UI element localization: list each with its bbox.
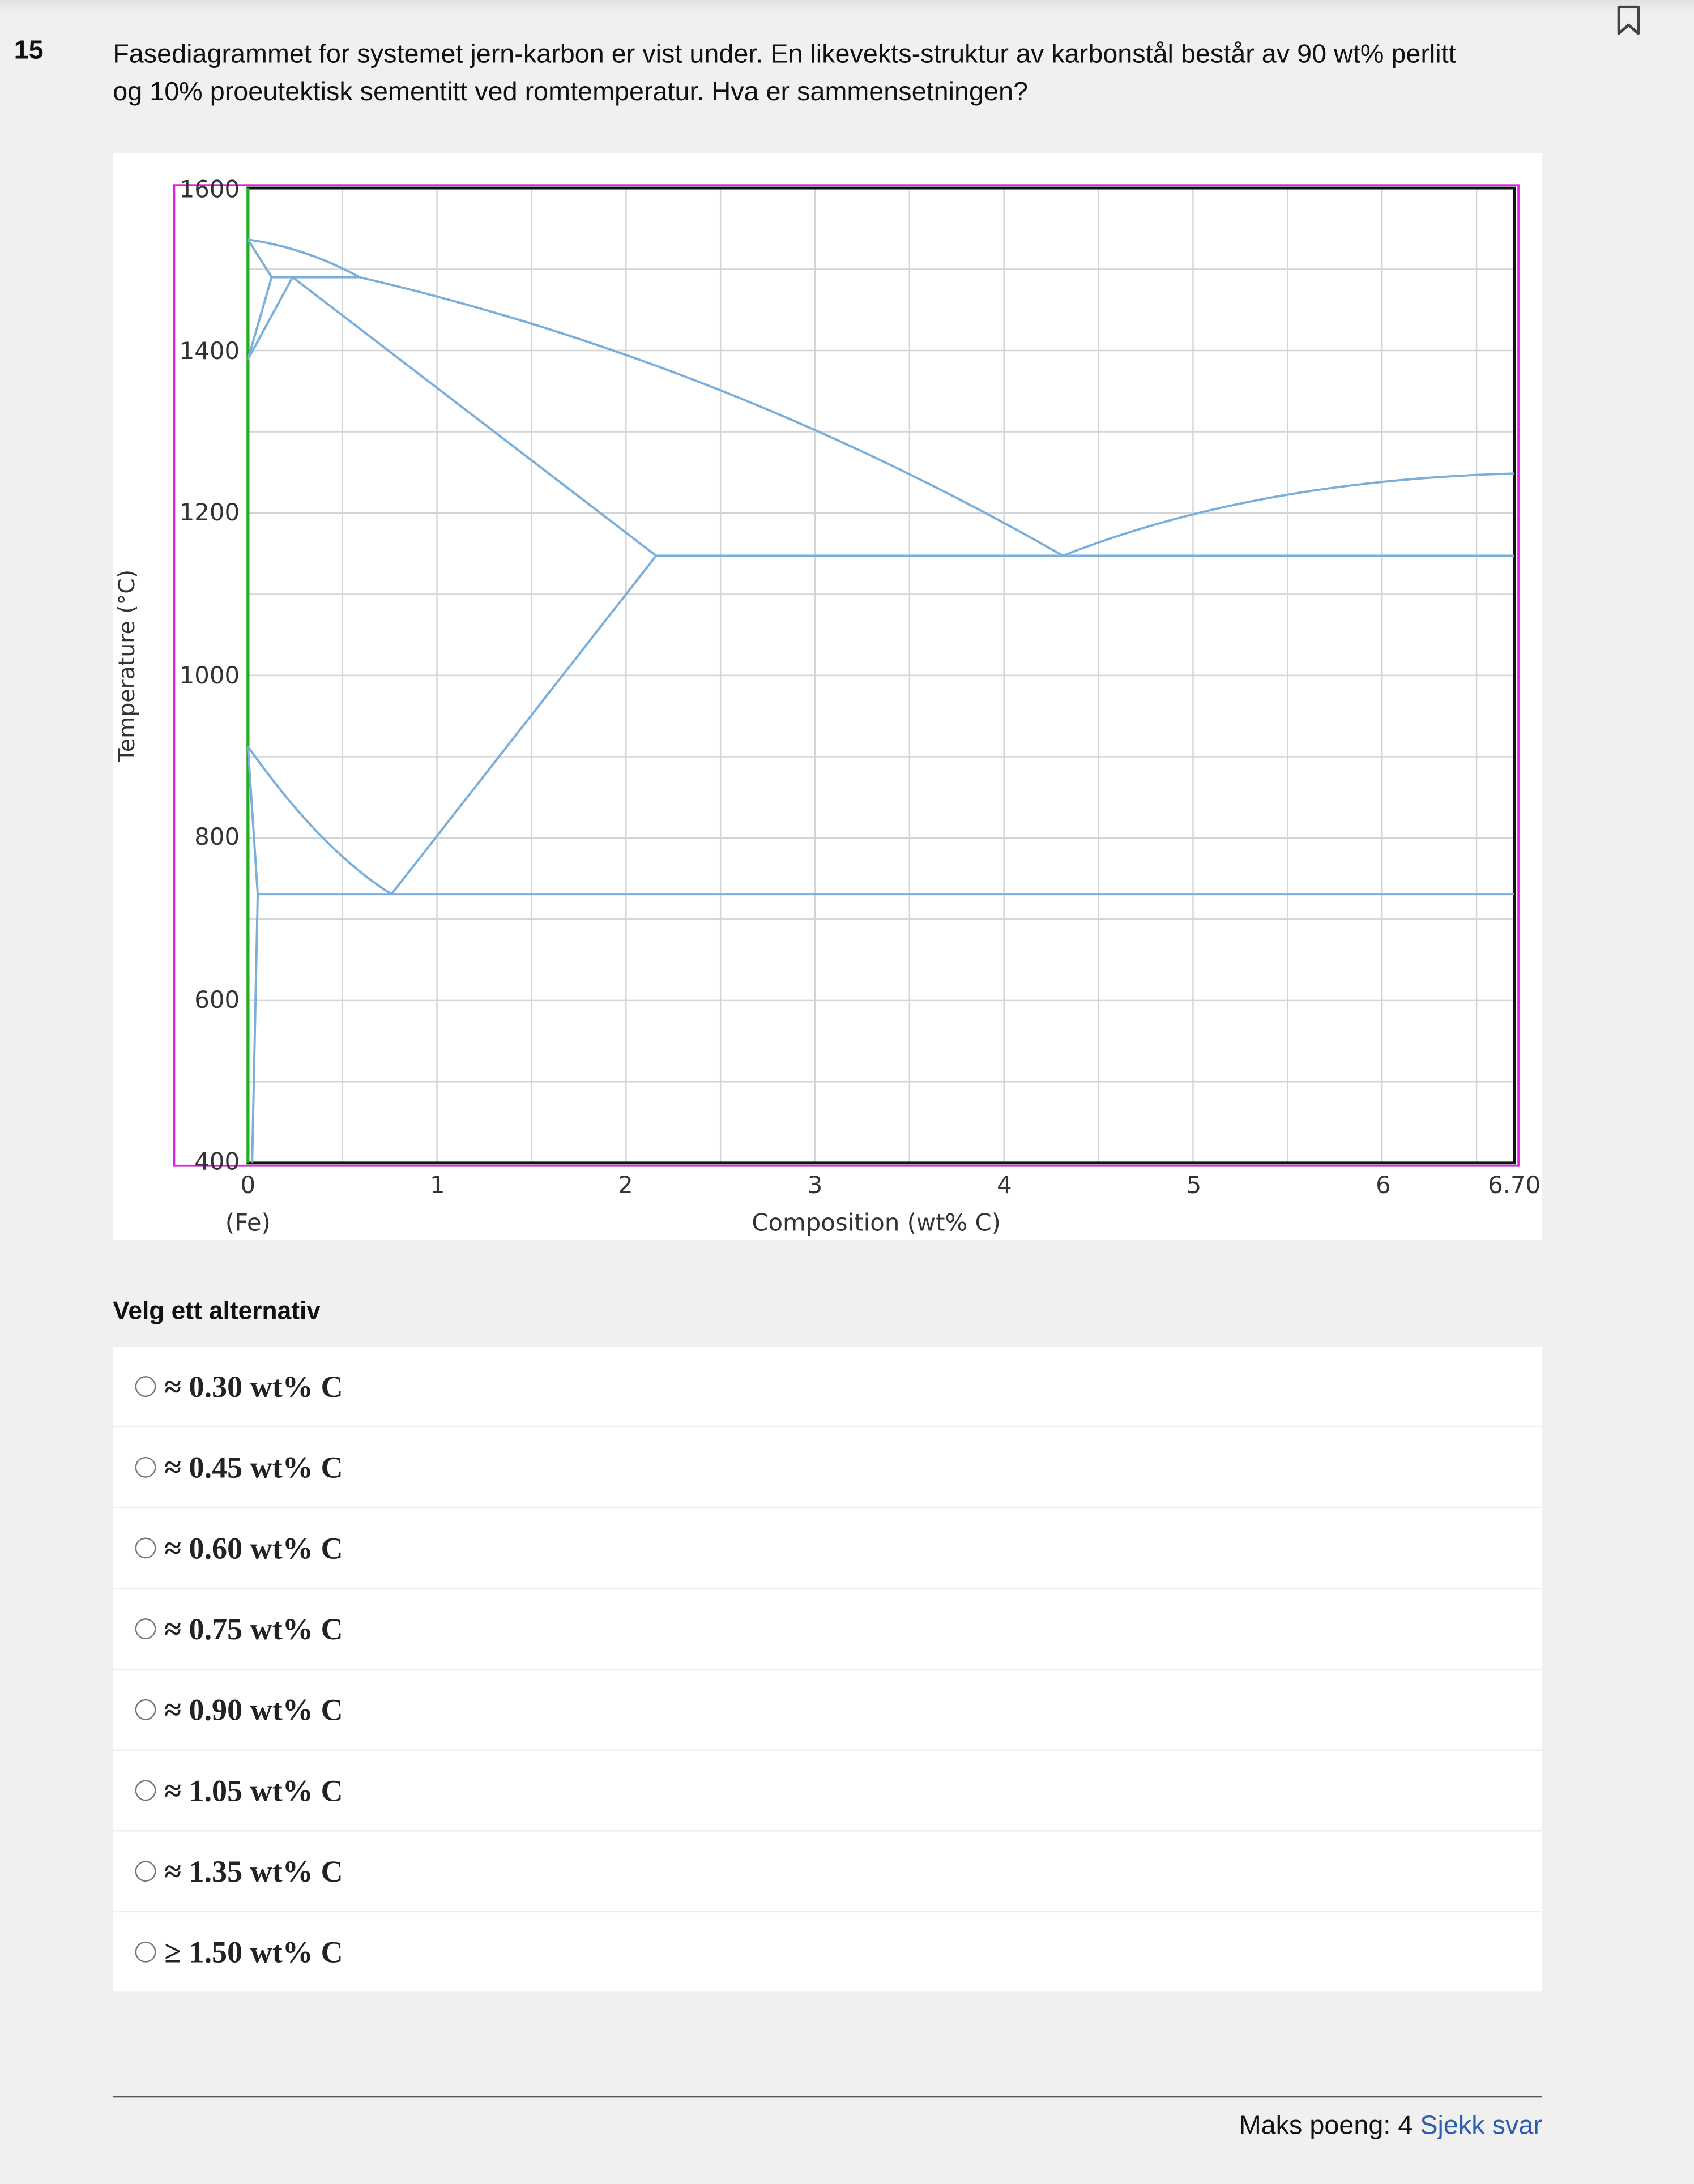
question-text: Fasediagrammet for systemet jern-karbon … (113, 40, 1456, 108)
y-tick-label: 600 (194, 986, 240, 1014)
option[interactable]: ≈ 0.30 wt% C (113, 1347, 1542, 1428)
option-label: ≈ 0.45 wt% C (164, 1449, 343, 1484)
phase-line (247, 746, 392, 895)
phase-line (246, 239, 273, 360)
radio-button[interactable] (135, 1780, 156, 1801)
x-tick-label: 3 (808, 1171, 823, 1199)
radio-button[interactable] (135, 1861, 156, 1882)
phase-line (292, 276, 657, 557)
selection-border (173, 184, 1520, 1167)
radio-button[interactable] (135, 1376, 156, 1397)
phase-line (247, 276, 294, 360)
figure: Temperature (°C) Composition (wt% C) (Fe… (113, 153, 1542, 1240)
radio-button[interactable] (135, 1699, 156, 1720)
radio-button[interactable] (135, 1618, 156, 1640)
option-label: ≈ 1.35 wt% C (164, 1853, 343, 1888)
x-tick-label: 0 (241, 1171, 256, 1199)
option[interactable]: ≈ 0.90 wt% C (113, 1670, 1542, 1751)
y-tick-label: 1600 (180, 175, 240, 203)
option-label: ≥ 1.50 wt% C (164, 1934, 343, 1969)
phase-line (359, 276, 1064, 557)
options-list: ≈ 0.30 wt% C ≈ 0.45 wt% C ≈ 0.60 wt% C ≈ 0.… (113, 1347, 1542, 1993)
x-origin-label: (Fe) (225, 1209, 271, 1237)
max-points: Maks poeng: 4 (1239, 2111, 1413, 2141)
phase-line (246, 746, 259, 1163)
divider (113, 2096, 1542, 2098)
phase-line (1063, 472, 1514, 557)
question-number: 15 (14, 36, 44, 66)
check-answer-link[interactable]: Sjekk svar (1420, 2111, 1542, 2141)
radio-button[interactable] (135, 1456, 156, 1478)
y-tick-label: 1400 (180, 337, 240, 365)
radio-button[interactable] (135, 1941, 156, 1963)
x-axis-label: Composition (wt% C) (752, 1209, 1001, 1237)
top-bar (0, 0, 1694, 14)
option-label: ≈ 0.90 wt% C (164, 1691, 343, 1726)
option[interactable]: ≈ 0.60 wt% C (113, 1508, 1542, 1589)
grid (247, 187, 1514, 1164)
y-tick-label: 400 (194, 1147, 240, 1175)
option[interactable]: ≥ 1.50 wt% C (113, 1912, 1542, 1993)
phase-lines (246, 238, 1514, 1163)
option-label: ≈ 0.75 wt% C (164, 1610, 343, 1646)
y-tick-label: 1000 (180, 661, 240, 689)
phase-diagram: Temperature (°C) Composition (wt% C) (Fe… (114, 175, 1541, 1236)
x-tick-label: 6.70 (1488, 1171, 1541, 1199)
x-tick-label: 6 (1376, 1171, 1391, 1199)
x-tick-label: 4 (997, 1171, 1012, 1199)
bookmark-button[interactable] (1613, 4, 1644, 37)
axis-labels: Temperature (°C) Composition (wt% C) (Fe… (114, 175, 1541, 1236)
y-tick-label: 1200 (180, 498, 240, 526)
footer: Maks poeng: 4 Sjekk svar (1239, 2112, 1542, 2142)
option-label: ≈ 1.05 wt% C (164, 1772, 343, 1807)
option[interactable]: ≈ 1.05 wt% C (113, 1751, 1542, 1832)
x-tick-label: 5 (1187, 1171, 1202, 1199)
y-tick-label: 800 (194, 823, 240, 850)
x-tick-label: 1 (430, 1171, 445, 1199)
option[interactable]: ≈ 1.35 wt% C (113, 1832, 1542, 1913)
phase-line (390, 555, 658, 895)
option[interactable]: ≈ 0.75 wt% C (113, 1589, 1542, 1670)
option-label: ≈ 0.30 wt% C (164, 1368, 343, 1404)
phase-line (248, 238, 360, 279)
radio-button[interactable] (135, 1537, 156, 1559)
option-label: ≈ 0.60 wt% C (164, 1529, 343, 1565)
y-axis-label: Temperature (°C) (114, 570, 140, 763)
option[interactable]: ≈ 0.45 wt% C (113, 1427, 1542, 1508)
prompt: Velg ett alternativ (113, 1296, 321, 1325)
x-tick-label: 2 (618, 1171, 633, 1199)
